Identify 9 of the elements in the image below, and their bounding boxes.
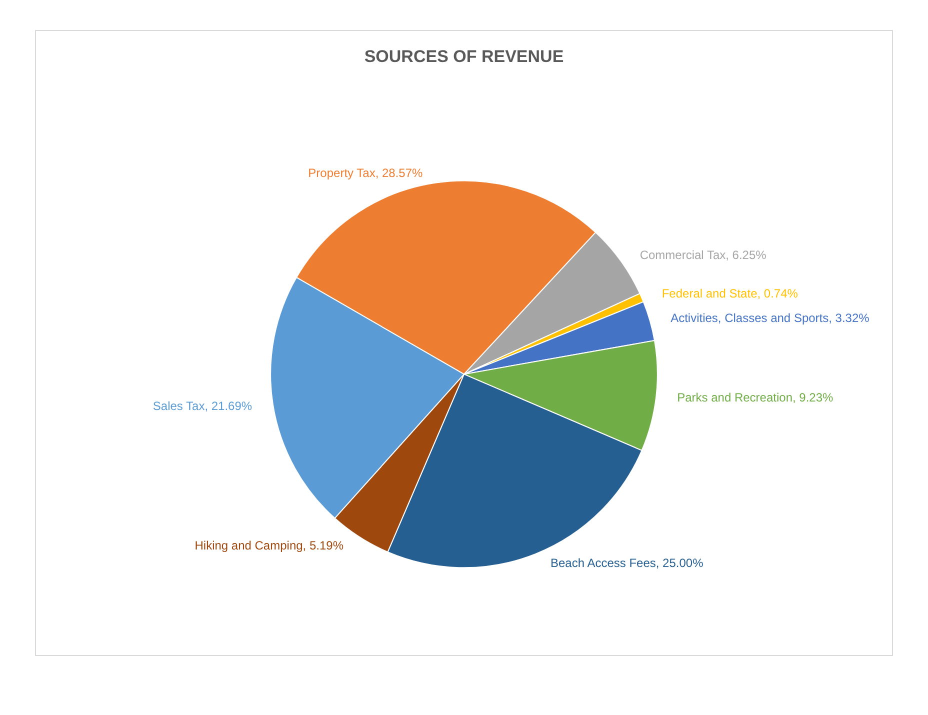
slice-label: Federal and State, 0.74% — [662, 286, 798, 301]
slice-label: Parks and Recreation, 9.23% — [677, 390, 834, 405]
slice-label: Sales Tax, 21.69% — [152, 399, 252, 414]
slice-label: Property Tax, 28.57% — [308, 166, 424, 180]
slice-label: Activities, Classes and Sports, 3.32% — [670, 311, 870, 326]
slice-label: Hiking and Camping, 5.19% — [194, 538, 344, 553]
slice-label: Beach Access Fees, 25.00% — [550, 556, 704, 570]
slice-label: Commercial Tax, 6.25% — [640, 248, 767, 262]
chart-title: SOURCES OF REVENUE — [364, 47, 564, 66]
